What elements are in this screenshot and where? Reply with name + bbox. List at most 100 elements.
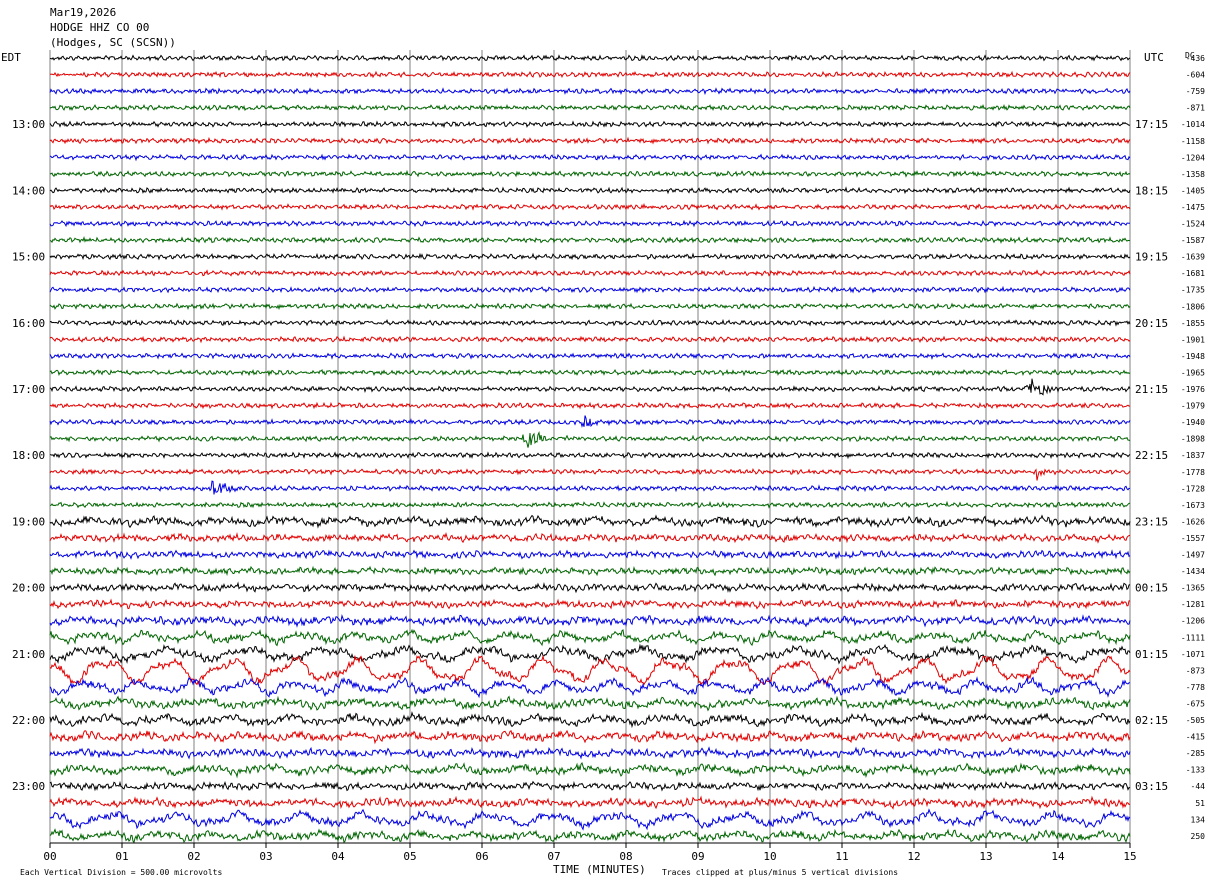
seismic-trace xyxy=(49,252,1131,261)
dc-offset-label: -1806 xyxy=(1181,302,1205,311)
dc-offset-label: -1626 xyxy=(1181,517,1205,526)
dc-offset-label: -1979 xyxy=(1181,402,1205,411)
dc-offset-label: -436 xyxy=(1186,54,1205,63)
seismic-trace xyxy=(49,531,1131,544)
x-tick-label: 14 xyxy=(1051,850,1065,863)
seismic-trace xyxy=(49,335,1131,344)
x-axis-ticks: 00 01 02 03 04 05 06 07 08 09 10 11 12 13 14 15 xyxy=(43,843,1137,863)
dc-offset-label: -44 xyxy=(1191,782,1206,791)
seismic-trace xyxy=(49,401,1131,410)
left-time-label: 18:00 xyxy=(12,449,45,462)
left-time-label: 14:00 xyxy=(12,184,45,197)
dc-offset-label: 134 xyxy=(1191,815,1206,824)
dc-offset-label: -1071 xyxy=(1181,650,1205,659)
dc-offset-label: -778 xyxy=(1186,683,1205,692)
dc-offset-label: -1014 xyxy=(1181,120,1205,129)
seismic-trace xyxy=(49,628,1131,647)
right-time-label: 22:15 xyxy=(1135,449,1168,462)
dc-offset-label: -1728 xyxy=(1181,484,1205,493)
seismic-trace xyxy=(49,431,1131,448)
x-tick-label: 00 xyxy=(43,850,56,863)
right-time-label: 20:15 xyxy=(1135,317,1168,330)
seismic-trace xyxy=(49,514,1131,529)
dc-offset-labels: -436 -604 -759 -871 -1014 -1158 -1204 -1358 -140… xyxy=(1181,54,1205,841)
seismic-trace xyxy=(49,318,1131,327)
dc-offset-label: -1778 xyxy=(1181,468,1205,477)
dc-offset-label: -1557 xyxy=(1181,534,1205,543)
seismic-trace xyxy=(49,186,1131,195)
seismic-trace xyxy=(49,480,1131,495)
right-time-label: 23:15 xyxy=(1135,515,1168,528)
left-time-label: 23:00 xyxy=(12,780,45,793)
seismic-trace xyxy=(49,676,1130,699)
seismic-trace xyxy=(49,598,1131,610)
seismic-trace xyxy=(49,285,1131,294)
dc-offset-label: -604 xyxy=(1186,71,1205,80)
x-tick-label: 09 xyxy=(691,850,704,863)
seismic-trace xyxy=(49,613,1131,628)
dc-offset-label: -1365 xyxy=(1181,584,1205,593)
seismic-trace xyxy=(49,269,1131,277)
seismic-trace xyxy=(49,695,1131,712)
dc-offset-label: -759 xyxy=(1186,87,1205,96)
dc-offset-label: -133 xyxy=(1186,766,1205,775)
dc-offset-label: -1497 xyxy=(1181,551,1205,560)
seismic-trace xyxy=(49,654,1131,686)
seismic-trace xyxy=(49,368,1131,377)
seismic-trace xyxy=(49,120,1131,129)
left-time-label: 22:00 xyxy=(12,714,45,727)
x-tick-label: 04 xyxy=(331,850,345,863)
scale-note: Each Vertical Division = 500.00 microvol… xyxy=(20,868,222,877)
dc-offset-label: -675 xyxy=(1186,699,1205,708)
station-text: HODGE HHZ CO 00 xyxy=(50,21,149,34)
dc-offset-label: -1837 xyxy=(1181,451,1205,460)
x-axis-label: TIME (MINUTES) xyxy=(553,863,646,876)
dc-offset-label: -871 xyxy=(1186,104,1205,113)
dc-offset-label: -1965 xyxy=(1181,368,1205,377)
right-time-label: 01:15 xyxy=(1135,648,1168,661)
seismic-trace xyxy=(49,451,1131,460)
x-tick-label: 12 xyxy=(907,850,920,863)
dc-offset-label: -1948 xyxy=(1181,352,1205,361)
left-time-label: 17:00 xyxy=(12,383,45,396)
seismic-trace xyxy=(49,710,1131,729)
left-time-label: 15:00 xyxy=(12,251,45,264)
seismic-trace xyxy=(50,70,1131,79)
seismic-trace xyxy=(49,500,1131,509)
right-time-labels: 17:15 18:15 19:15 20:15 21:15 22:15 23:15 00:15… xyxy=(1135,118,1168,793)
date-text: Mar19,2026 xyxy=(50,6,116,19)
seismic-trace xyxy=(49,378,1131,396)
left-time-label: 16:00 xyxy=(12,317,45,330)
seismic-trace xyxy=(49,169,1131,178)
dc-offset-label: -1475 xyxy=(1181,203,1205,212)
x-tick-label: 06 xyxy=(475,850,488,863)
x-tick-label: 15 xyxy=(1123,850,1136,863)
x-tick-label: 13 xyxy=(979,850,992,863)
location-text: (Hodges, SC (SCSN)) xyxy=(50,36,176,49)
dc-offset-label: -1673 xyxy=(1181,501,1205,510)
seismic-trace xyxy=(49,467,1131,481)
seismic-trace xyxy=(49,352,1131,361)
seismic-trace xyxy=(49,729,1131,745)
dc-offset-label: -873 xyxy=(1186,666,1205,675)
x-tick-label: 07 xyxy=(547,850,560,863)
seismic-traces xyxy=(49,54,1131,844)
dc-offset-label: -1681 xyxy=(1181,269,1205,278)
dc-offset-label: 51 xyxy=(1195,799,1205,808)
x-tick-label: 08 xyxy=(619,850,632,863)
dc-offset-label: -1940 xyxy=(1181,418,1205,427)
right-time-label: 03:15 xyxy=(1135,780,1168,793)
dc-offset-label: -1405 xyxy=(1181,186,1205,195)
seismic-trace xyxy=(49,87,1131,96)
seismic-trace xyxy=(49,761,1131,779)
left-time-label: 19:00 xyxy=(12,515,45,528)
x-tick-label: 01 xyxy=(115,850,128,863)
right-time-label: 02:15 xyxy=(1135,714,1168,727)
seismic-trace xyxy=(49,549,1131,560)
right-time-label: 19:15 xyxy=(1135,251,1168,264)
minute-gridlines xyxy=(49,50,1131,843)
dc-offset-label: -1639 xyxy=(1181,253,1205,262)
left-timezone-label: EDT xyxy=(1,51,21,64)
left-time-label: 20:00 xyxy=(12,582,45,595)
